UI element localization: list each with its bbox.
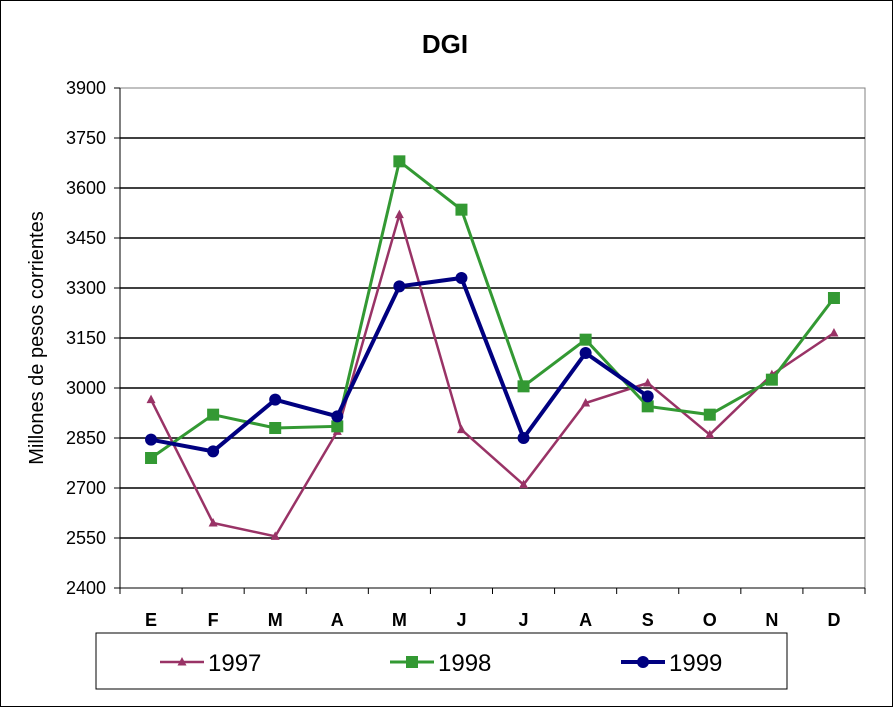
data-point-1998 <box>765 373 778 386</box>
data-point-1998 <box>827 292 840 304</box>
y-tick-label: 3450 <box>66 228 106 248</box>
legend: 1997 1998 1999 <box>160 650 722 677</box>
data-point-1998 <box>455 203 468 216</box>
data-point-1999 <box>207 445 220 458</box>
legend-marker-1998 <box>406 656 418 668</box>
data-point-1999 <box>331 410 344 423</box>
y-tick-label: 2400 <box>66 578 106 598</box>
data-point-1997 <box>394 209 404 219</box>
data-point-1997 <box>643 378 653 387</box>
data-point-1998 <box>269 422 282 434</box>
x-tick-label: A <box>331 610 344 630</box>
data-point-1997 <box>519 479 529 489</box>
legend-label: 1999 <box>669 650 722 677</box>
y-tick-label: 2850 <box>66 428 106 448</box>
data-point-1998 <box>331 420 344 433</box>
chart-title: DGI <box>422 29 468 59</box>
x-tick-label: F <box>208 610 219 630</box>
y-tick-label: 3000 <box>66 378 106 398</box>
series-line-1998 <box>150 158 836 460</box>
data-point-1999 <box>641 390 654 403</box>
data-point-1998 <box>517 380 530 393</box>
series-1997 <box>146 209 839 540</box>
x-tick-label: J <box>456 610 466 630</box>
data-point-1998 <box>703 408 716 421</box>
y-axis-label: Millones de pesos corrientes <box>26 211 48 464</box>
legend-box <box>95 632 788 690</box>
x-tick-label: A <box>579 610 592 630</box>
data-point-1997 <box>456 424 466 434</box>
data-point-1997 <box>705 429 715 439</box>
y-tick-label: 2550 <box>66 528 106 548</box>
data-point-1998 <box>579 333 592 346</box>
y-tick-label: 3600 <box>66 178 106 198</box>
data-point-1999 <box>579 347 592 359</box>
series-line-1997 <box>149 210 835 538</box>
x-tick-label: J <box>519 610 529 630</box>
legend-label: 1997 <box>208 650 261 677</box>
y-tick-label: 3300 <box>66 278 106 298</box>
x-tick-label: M <box>268 610 283 630</box>
y-tick-label: 3900 <box>66 78 106 98</box>
x-tick-label: N <box>765 610 778 630</box>
legend-marker-1999 <box>637 656 649 668</box>
data-point-1997 <box>270 531 280 540</box>
series-1998 <box>145 155 840 464</box>
y-axis-ticks: 2400 2550 2700 2850 3000 3150 3300 3450 3600 3750… <box>66 78 120 598</box>
x-tick-label: E <box>145 610 157 630</box>
data-point-1999 <box>393 280 406 293</box>
data-point-1999 <box>269 393 282 406</box>
data-point-1997 <box>829 328 839 337</box>
y-tick-label: 3150 <box>66 328 106 348</box>
series-1999 <box>145 272 654 458</box>
legend-marker-1997 <box>177 657 187 666</box>
data-point-1999 <box>455 272 468 284</box>
x-tick-label: S <box>642 610 654 630</box>
data-point-1997 <box>208 518 218 527</box>
x-tick-label: M <box>392 610 407 630</box>
data-point-1998 <box>641 400 654 413</box>
data-point-1998 <box>207 408 220 421</box>
gridlines <box>119 88 865 589</box>
data-point-1999 <box>517 432 530 444</box>
x-tick-label: O <box>703 610 717 630</box>
data-point-1998 <box>145 452 158 464</box>
series-layer <box>145 155 840 540</box>
data-point-1998 <box>393 155 406 168</box>
data-point-1997 <box>146 394 156 404</box>
data-point-1999 <box>145 433 158 446</box>
legend-label: 1998 <box>438 650 491 677</box>
y-tick-label: 2700 <box>66 478 106 498</box>
y-tick-label: 3750 <box>66 128 106 148</box>
data-point-1997 <box>581 398 591 407</box>
x-tick-label: D <box>827 610 840 630</box>
